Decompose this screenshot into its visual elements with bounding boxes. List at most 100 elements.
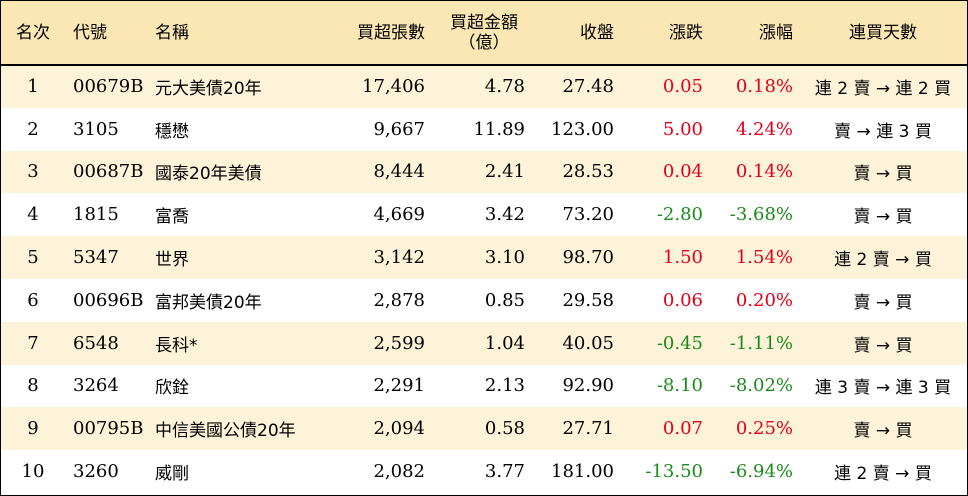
cell-rank: 9 [27, 418, 39, 440]
cell-consecutive-days: 賣 → 買 [853, 207, 913, 228]
cell-net-amount: 0.85 [484, 289, 525, 311]
table-row: 6 00696B 富邦美債20年 2,878 0.85 29.58 0.06 0.20% 賣 →… [1, 278, 967, 322]
header-name: 名稱 [149, 1, 319, 66]
cell-name: 中信美國公債20年 [155, 421, 296, 442]
table-row: 5 5347 世界 3,142 3.10 98.70 1.50 1.54% 連 2 賣 → 買 [1, 236, 967, 279]
cell-close: 29.58 [562, 289, 614, 311]
table-row: 7 6548 長科* 2,599 1.04 40.05 -0.45 -1.11% 賣 → 買 [1, 321, 967, 365]
header-row: 名次 代號 名稱 買超張數 買超金額 （億） 收盤 漲跌 漲幅 連買天數 [1, 1, 967, 66]
cell-change-pct: -1.11% [729, 332, 793, 354]
cell-rank: 2 [27, 118, 39, 140]
cell-change-pct: 0.20% [735, 289, 793, 311]
cell-code: 00679B [73, 76, 144, 98]
header-change: 漲跌 [618, 1, 709, 66]
cell-change-pct: -3.68% [729, 204, 793, 226]
cell-change: -13.50 [645, 461, 703, 483]
cell-change-pct: 0.14% [735, 161, 793, 183]
cell-change: -0.45 [656, 332, 703, 354]
cell-close: 27.48 [562, 76, 614, 98]
cell-net-volume: 2,599 [373, 332, 425, 354]
cell-change-pct: 0.25% [735, 418, 793, 440]
cell-change: -8.10 [656, 375, 703, 397]
header-close: 收盤 [529, 1, 618, 66]
cell-code: 00795B [73, 418, 144, 440]
cell-name: 長科* [155, 335, 198, 356]
cell-code: 3105 [73, 118, 119, 140]
cell-net-volume: 2,094 [373, 418, 425, 440]
cell-net-volume: 2,878 [373, 289, 425, 311]
cell-code: 1815 [73, 204, 119, 226]
table-row: 4 1815 富喬 4,669 3.42 73.20 -2.80 -3.68% 賣 → 買 [1, 193, 967, 237]
cell-code: 5347 [73, 247, 119, 269]
cell-name: 世界 [155, 250, 189, 271]
cell-net-amount: 2.41 [484, 161, 525, 183]
cell-net-amount: 1.04 [484, 332, 525, 354]
cell-code: 3260 [73, 461, 119, 483]
cell-close: 73.20 [562, 204, 614, 226]
cell-code: 6548 [73, 332, 119, 354]
cell-close: 181.00 [551, 461, 614, 483]
cell-name: 威剛 [155, 464, 189, 485]
cell-consecutive-days: 賣 → 連 3 買 [834, 121, 932, 142]
cell-rank: 4 [27, 204, 39, 226]
cell-close: 98.70 [562, 247, 614, 269]
cell-net-amount: 0.58 [484, 418, 525, 440]
table-row: 3 00687B 國泰20年美債 8,444 2.41 28.53 0.04 0.14% 賣 →… [1, 150, 967, 194]
cell-change-pct: -6.94% [729, 461, 793, 483]
cell-net-amount: 2.13 [484, 375, 525, 397]
header-change-pct: 漲幅 [709, 1, 799, 66]
cell-name: 欣銓 [155, 378, 189, 399]
table-row: 10 3260 威剛 2,082 3.77 181.00 -13.50 -6.94% 連 2 賣… [1, 450, 967, 493]
cell-consecutive-days: 賣 → 買 [853, 421, 913, 442]
cell-close: 27.71 [562, 418, 614, 440]
cell-code: 3264 [73, 375, 119, 397]
cell-net-volume: 8,444 [373, 161, 425, 183]
cell-rank: 8 [27, 375, 39, 397]
cell-change: 5.00 [662, 118, 703, 140]
cell-change-pct: 1.54% [735, 247, 793, 269]
cell-code: 00696B [73, 289, 144, 311]
cell-net-amount: 3.10 [484, 247, 525, 269]
cell-change-pct: 4.24% [735, 118, 793, 140]
cell-change: 0.06 [662, 289, 703, 311]
header-rank: 名次 [1, 1, 65, 66]
cell-close: 92.90 [562, 375, 614, 397]
cell-change: 1.50 [662, 247, 703, 269]
header-net-amount: 買超金額 （億） [429, 1, 529, 66]
cell-change: 0.04 [662, 161, 703, 183]
cell-change-pct: -8.02% [729, 375, 793, 397]
cell-consecutive-days: 連 2 賣 → 買 [834, 250, 932, 271]
cell-code: 00687B [73, 161, 144, 183]
cell-close: 40.05 [562, 332, 614, 354]
cell-change: 0.07 [662, 418, 703, 440]
table-row: 8 3264 欣銓 2,291 2.13 92.90 -8.10 -8.02% 連 3 賣 → … [1, 364, 967, 408]
cell-rank: 1 [27, 76, 39, 98]
header-code: 代號 [65, 1, 149, 66]
header-net-amount-line2: （億） [458, 32, 510, 53]
cell-rank: 10 [21, 461, 45, 483]
cell-consecutive-days: 賣 → 買 [853, 335, 913, 356]
table-body: 1 00679B 元大美債20年 17,406 4.78 27.48 0.05 0.18% 連 … [1, 65, 967, 493]
cell-net-volume: 17,406 [362, 76, 425, 98]
cell-rank: 7 [27, 332, 39, 354]
cell-net-amount: 4.78 [484, 76, 525, 98]
cell-change: -2.80 [656, 204, 703, 226]
cell-consecutive-days: 連 3 賣 → 連 3 買 [814, 378, 952, 399]
cell-net-amount: 3.77 [484, 461, 525, 483]
cell-consecutive-days: 連 2 賣 → 連 2 買 [814, 79, 952, 100]
cell-consecutive-days: 連 2 賣 → 買 [834, 464, 932, 485]
cell-net-volume: 9,667 [373, 118, 425, 140]
cell-net-volume: 3,142 [373, 247, 425, 269]
table-row: 1 00679B 元大美債20年 17,406 4.78 27.48 0.05 0.18% 連 … [1, 65, 967, 108]
cell-close: 28.53 [562, 161, 614, 183]
cell-name: 元大美債20年 [155, 79, 262, 100]
cell-rank: 5 [27, 247, 39, 269]
cell-name: 富喬 [155, 207, 189, 228]
table-row: 2 3105 穩懋 9,667 11.89 123.00 5.00 4.24% 賣 → 連 3 … [1, 107, 967, 151]
cell-net-volume: 2,291 [373, 375, 425, 397]
header-net-amount-line1: 買超金額 [450, 12, 518, 33]
cell-consecutive-days: 賣 → 買 [853, 164, 913, 185]
table-row: 9 00795B 中信美國公債20年 2,094 0.58 27.71 0.07 0.25% 賣… [1, 407, 967, 451]
cell-close: 123.00 [551, 118, 614, 140]
